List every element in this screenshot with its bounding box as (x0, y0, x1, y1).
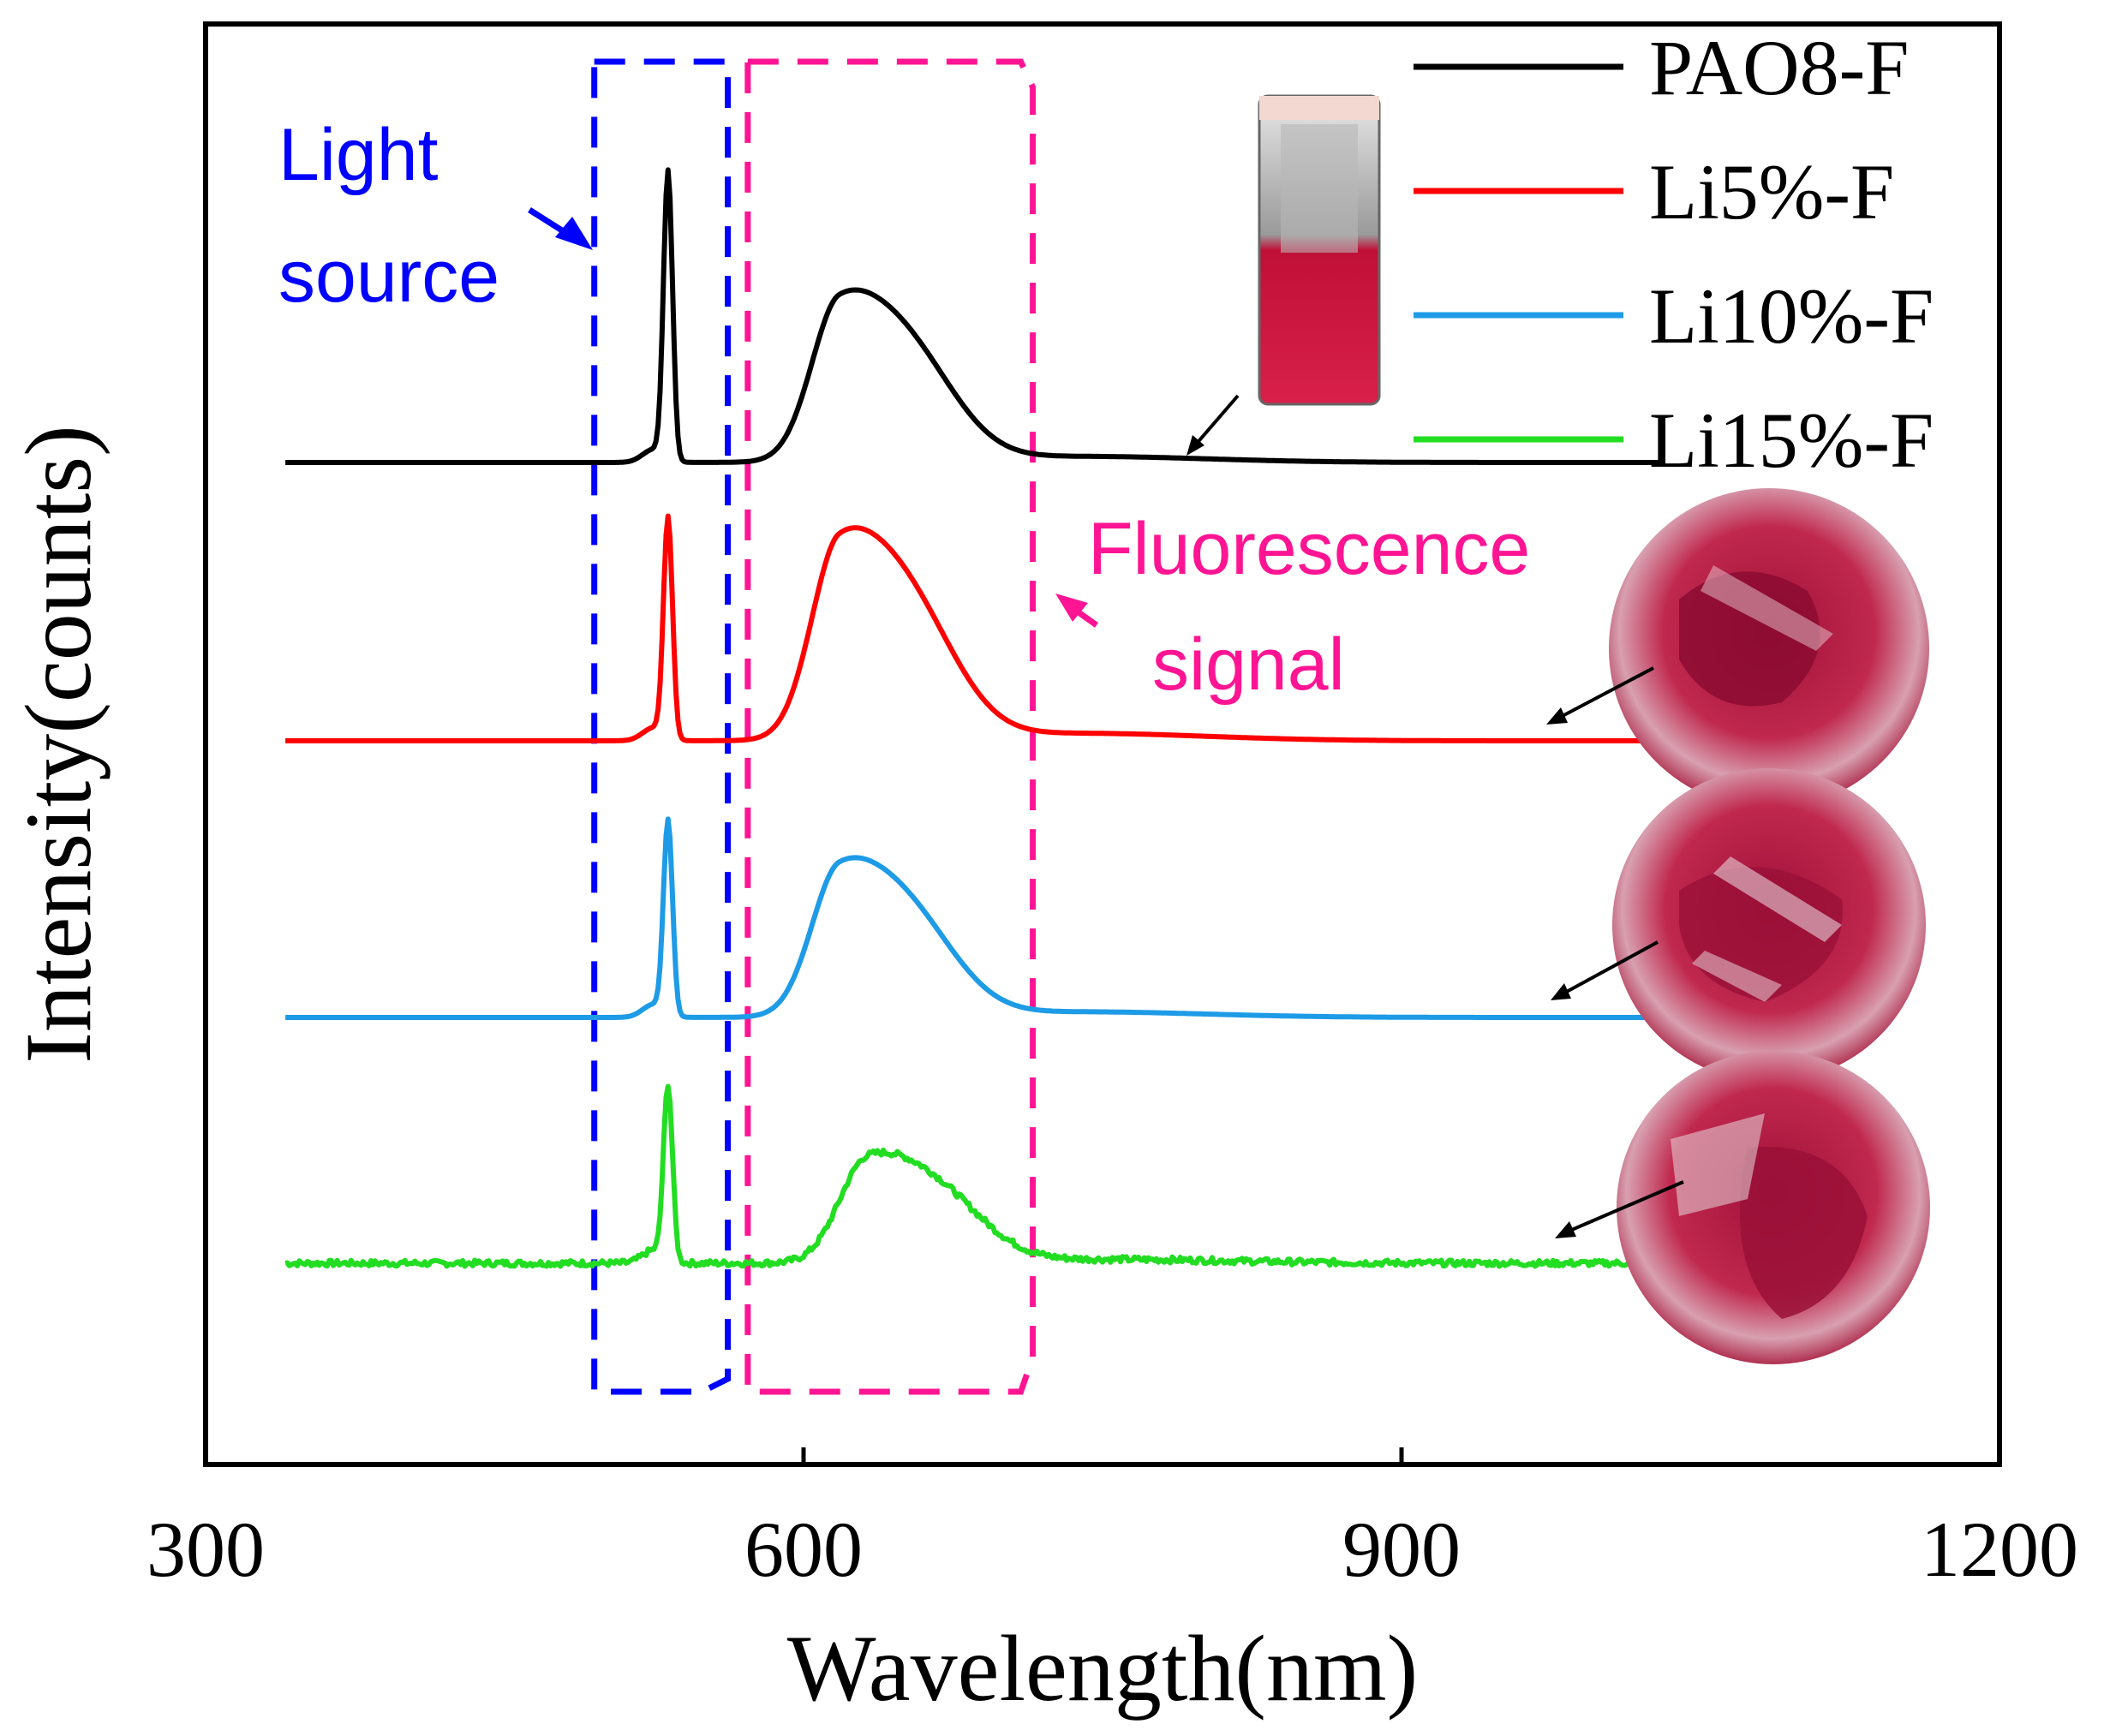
sample-dish-photo-2 (1612, 768, 1926, 1082)
series-line-1 (284, 513, 1662, 743)
fluorescence-region (744, 58, 1037, 1395)
legend-label-0: PAO8-F (1649, 24, 1909, 111)
light-source-label-line1: Light (278, 114, 439, 196)
sample-dish-photo-1 (1609, 488, 1929, 808)
dish-arrowhead-1 (1546, 707, 1568, 725)
fluorescence-label-line1: Fluorescence (1088, 508, 1530, 590)
fluorescence-label-line2: signal (1152, 623, 1345, 706)
series-line-3 (284, 1083, 1663, 1269)
series-group (284, 167, 1663, 1269)
light-source-arrowhead (555, 217, 593, 250)
highlight-regions (591, 58, 1037, 1395)
x-tick-label-900: 900 (1342, 1506, 1461, 1593)
x-tick-label-1200: 1200 (1921, 1506, 2078, 1593)
dish-arrow-1 (1558, 666, 1654, 719)
x-tick-label-600: 600 (744, 1506, 863, 1593)
legend-label-2: Li10%-F (1649, 272, 1934, 360)
cuvette-arrowhead (1186, 435, 1204, 456)
series-line-0 (284, 167, 1662, 465)
light-source-region (591, 58, 732, 1395)
x-tick-label-300: 300 (146, 1506, 265, 1593)
plot-frame (203, 21, 2002, 1467)
light-source-label-line2: source (278, 236, 499, 318)
x-axis: 300 600 900 1200 (146, 1447, 2078, 1593)
legend: PAO8-F Li5%-F Li10%-F Li15%-F (1414, 24, 1934, 484)
dish-arrowhead-3 (1555, 1221, 1576, 1238)
dish-arrow-3 (1567, 1180, 1684, 1233)
series-line-2 (284, 816, 1662, 1020)
dish-arrow-2 (1563, 940, 1659, 995)
legend-label-3: Li15%-F (1649, 397, 1934, 484)
cuvette-arrow (1193, 394, 1240, 447)
x-axis-label: Wavelength(nm) (787, 1616, 1418, 1721)
fluorescence-arrowhead (1055, 594, 1088, 622)
cuvette-photo (1258, 94, 1381, 406)
sample-dish-photo-3 (1617, 1051, 1930, 1364)
y-axis-label: Intensity(counts) (6, 425, 111, 1063)
legend-label-1: Li5%-F (1649, 148, 1894, 236)
dish-arrowhead-2 (1551, 983, 1571, 1000)
